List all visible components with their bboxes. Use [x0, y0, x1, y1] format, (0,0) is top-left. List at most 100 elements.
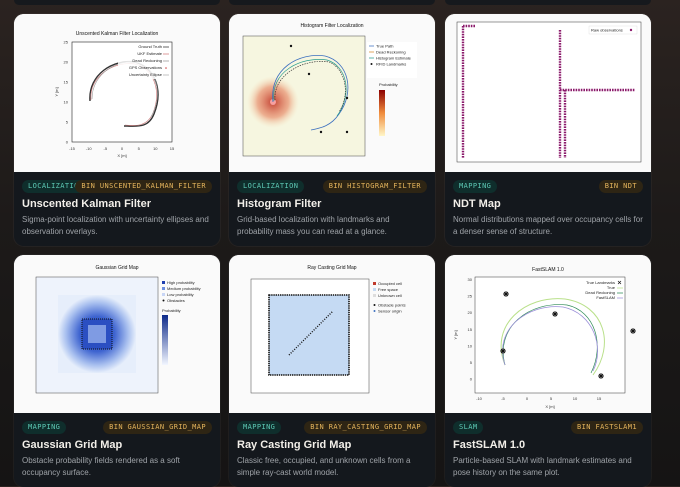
- svg-text:0: 0: [121, 146, 124, 151]
- card-ndt-map[interactable]: Raw observations MAPPING BIN NDT NDT Map…: [445, 14, 651, 246]
- card-description: Normal distributions mapped over occupan…: [453, 215, 643, 236]
- ukf-plot-image: Unscented Kalman Filter Localization -15…: [14, 14, 220, 172]
- partial-card-top-left: [14, 0, 220, 5]
- ukf-xlabel: X [m]: [117, 153, 126, 158]
- svg-text:5: 5: [138, 146, 141, 151]
- svg-text:0: 0: [470, 377, 473, 382]
- svg-text:15: 15: [64, 80, 69, 85]
- svg-text:Sensor origin: Sensor origin: [378, 309, 402, 314]
- ukf-plot-title: Unscented Kalman Filter Localization: [76, 31, 159, 37]
- ndt-observation-walls: [461, 24, 635, 158]
- svg-text:10: 10: [573, 396, 578, 401]
- card-description: Sigma-point localization with uncertaint…: [22, 215, 209, 236]
- category-tag: LOCALIZATION: [22, 180, 90, 193]
- svg-text:Unknown cell: Unknown cell: [378, 293, 402, 298]
- bin-tag: BIN GAUSSIAN_GRID_MAP: [103, 421, 212, 434]
- svg-text:5: 5: [550, 396, 553, 401]
- svg-text:Medium probability: Medium probability: [167, 286, 201, 291]
- bin-tag: BIN FASTSLAM1: [571, 421, 643, 434]
- svg-text:True Landmarks: True Landmarks: [586, 280, 615, 285]
- category-tag: SLAM: [453, 421, 484, 434]
- card-title: Histogram Filter: [237, 198, 322, 210]
- bin-tag: BIN HISTOGRAM_FILTER: [322, 180, 427, 193]
- svg-text:Raw observations: Raw observations: [591, 28, 623, 33]
- card-histogram-filter[interactable]: Histogram Filter Localization True Path …: [229, 14, 435, 246]
- svg-text:FastSLAM: FastSLAM: [596, 295, 615, 300]
- svg-text:15: 15: [597, 396, 602, 401]
- card-gaussian-grid-map[interactable]: Gaussian Grid Map High probability Mediu…: [14, 255, 220, 487]
- card-description: Obstacle probability fields rendered as …: [22, 456, 180, 477]
- fastslam-legend: True Landmarks True Dead Reckoning FastS…: [585, 280, 623, 300]
- svg-text:True: True: [607, 285, 616, 290]
- card-description: Particle-based SLAM with landmark estima…: [453, 456, 632, 477]
- bin-tag: BIN UNSCENTED_KALMAN_FILTER: [75, 180, 212, 193]
- svg-text:Low probability: Low probability: [167, 292, 194, 297]
- svg-text:Obstacles: Obstacles: [167, 298, 185, 303]
- fastslam-plot-image: FastSLAM 1.0 -10 -5 0 5 10 15 30 25 20 1…: [445, 255, 651, 413]
- ukf-x-ticks: -15 -10 -5 0 5 10 15: [69, 146, 175, 151]
- svg-text:RFID Landmarks: RFID Landmarks: [376, 62, 406, 67]
- fastslam-plot-title: FastSLAM 1.0: [532, 267, 564, 273]
- fastslam-y-ticks: 30 25 20 15 10 5 0: [468, 277, 473, 382]
- svg-text:-15: -15: [69, 146, 76, 151]
- svg-text:Ground Truth: Ground Truth: [138, 44, 162, 49]
- card-description: Grid-based localization with landmarks a…: [237, 215, 390, 236]
- category-tag: MAPPING: [22, 421, 67, 434]
- histogram-colorbar-label: Probability: [379, 82, 398, 87]
- bin-tag: BIN RAY_CASTING_GRID_MAP: [304, 421, 427, 434]
- card-unscented-kalman-filter[interactable]: Unscented Kalman Filter Localization -15…: [14, 14, 220, 246]
- svg-text:High probability: High probability: [167, 280, 195, 285]
- svg-text:GPS Observations: GPS Observations: [129, 65, 162, 70]
- svg-text:-10: -10: [476, 396, 483, 401]
- raycasting-legend: Occupied cell Free space Unknown cell Ob…: [373, 281, 406, 314]
- svg-text:True Path: True Path: [376, 44, 393, 49]
- svg-text:Histogram Estimate: Histogram Estimate: [376, 56, 412, 61]
- card-ray-casting-grid-map[interactable]: Ray Casting Grid Map Occupied cell Free …: [229, 255, 435, 487]
- raycasting-plot-image: Ray Casting Grid Map Occupied cell Free …: [229, 255, 435, 413]
- category-tag: MAPPING: [237, 421, 282, 434]
- ukf-y-ticks: 25 20 15 10 5 0: [64, 40, 69, 145]
- svg-text:-5: -5: [501, 396, 505, 401]
- card-fastslam[interactable]: FastSLAM 1.0 -10 -5 0 5 10 15 30 25 20 1…: [445, 255, 651, 487]
- card-title: FastSLAM 1.0: [453, 439, 526, 451]
- histogram-plot-title: Histogram Filter Localization: [300, 23, 363, 29]
- svg-text:0: 0: [526, 396, 529, 401]
- category-tag: LOCALIZATION: [237, 180, 305, 193]
- svg-text:Dead Reckoning: Dead Reckoning: [585, 290, 615, 295]
- svg-text:5: 5: [470, 360, 473, 365]
- ukf-ylabel: Y [m]: [54, 87, 59, 96]
- svg-text:Uncertainty Ellipse: Uncertainty Ellipse: [129, 72, 163, 77]
- svg-text:25: 25: [468, 294, 473, 299]
- card-title: Gaussian Grid Map: [22, 439, 123, 451]
- category-tag: MAPPING: [453, 180, 498, 193]
- svg-text:5: 5: [66, 120, 69, 125]
- partial-card-top-middle: [229, 0, 435, 5]
- histogram-plot-image: Histogram Filter Localization True Path …: [229, 14, 435, 172]
- fastslam-landmarks: [500, 291, 636, 379]
- histogram-legend: True Path Dead Reckoning Histogram Estim…: [367, 42, 417, 78]
- partial-card-top-right: [445, 0, 651, 5]
- svg-text:10: 10: [153, 146, 158, 151]
- card-title: Unscented Kalman Filter: [22, 198, 151, 210]
- svg-text:Occupied cell: Occupied cell: [378, 281, 402, 286]
- histogram-colorbar: [379, 90, 385, 136]
- svg-text:10: 10: [64, 100, 69, 105]
- ndt-plot-image: Raw observations: [445, 14, 651, 172]
- gaussian-legend: High probability Medium probability Low …: [162, 280, 201, 303]
- svg-text:30: 30: [468, 277, 473, 282]
- fastslam-xlabel: X [m]: [545, 404, 554, 409]
- svg-text:15: 15: [468, 327, 473, 332]
- raycasting-plot-title: Ray Casting Grid Map: [307, 265, 356, 271]
- bin-tag: BIN NDT: [598, 180, 643, 193]
- svg-text:0: 0: [66, 140, 69, 145]
- svg-text:10: 10: [468, 343, 473, 348]
- svg-text:25: 25: [64, 40, 69, 45]
- gaussian-plot-title: Gaussian Grid Map: [95, 265, 138, 271]
- card-description: Classic free, occupied, and unknown cell…: [237, 456, 411, 477]
- fastslam-ylabel: Y [m]: [453, 330, 458, 339]
- svg-text:-10: -10: [86, 146, 93, 151]
- gaussian-colorbar: [162, 315, 168, 365]
- gaussian-plot-image: Gaussian Grid Map High probability Mediu…: [14, 255, 220, 413]
- card-title: Ray Casting Grid Map: [237, 439, 352, 451]
- svg-text:20: 20: [64, 60, 69, 65]
